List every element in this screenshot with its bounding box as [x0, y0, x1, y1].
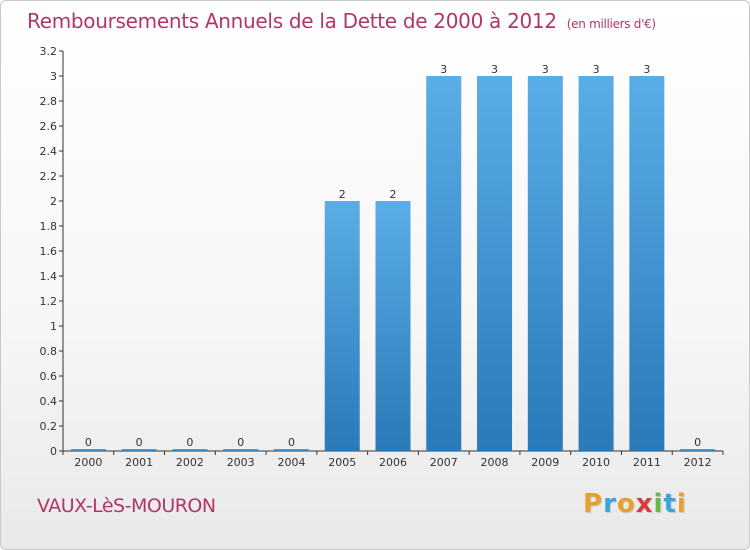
data-label: 3: [593, 63, 600, 76]
x-tick-label: 2012: [684, 456, 712, 469]
y-tick-label: 2.4: [40, 145, 58, 158]
y-tick-label: 0.2: [40, 420, 58, 433]
y-tick-label: 2.2: [40, 170, 58, 183]
brand-logo-letter: t: [663, 489, 677, 519]
y-tick-label: 3.2: [40, 45, 58, 58]
y-tick-label: 0: [50, 445, 57, 458]
x-tick-label: 2006: [379, 456, 407, 469]
bar: [273, 449, 309, 451]
y-tick-label: 1.4: [40, 270, 58, 283]
data-label: 3: [440, 63, 447, 76]
y-tick-label: 2: [50, 195, 57, 208]
x-tick-label: 2011: [633, 456, 661, 469]
x-tick-label: 2010: [582, 456, 610, 469]
y-tick-label: 0.8: [40, 345, 58, 358]
bar: [629, 76, 665, 451]
data-label: 3: [643, 63, 650, 76]
brand-logo-letter: x: [635, 489, 654, 519]
place-name: VAUX-LèS-MOURON: [37, 495, 216, 517]
x-tick-label: 2002: [176, 456, 204, 469]
data-label: 0: [694, 436, 701, 449]
data-label: 0: [237, 436, 244, 449]
x-tick-label: 2009: [531, 456, 559, 469]
data-label: 2: [339, 188, 346, 201]
x-tick-label: 2008: [481, 456, 509, 469]
y-tick-label: 1.2: [40, 295, 58, 308]
bar: [375, 201, 411, 451]
bar: [324, 201, 360, 451]
bar: [477, 76, 513, 451]
brand-logo-letter: r: [603, 489, 617, 519]
brand-logo-letter: i: [653, 489, 664, 519]
y-tick-label: 3: [50, 70, 57, 83]
bar: [680, 449, 716, 451]
bar: [121, 449, 157, 451]
data-label: 3: [491, 63, 498, 76]
x-tick-label: 2004: [277, 456, 305, 469]
bar: [70, 449, 106, 451]
y-tick-label: 2.8: [40, 95, 58, 108]
y-tick-label: 2.6: [40, 120, 58, 133]
data-label: 0: [186, 436, 193, 449]
bar: [223, 449, 259, 451]
brand-logo-letter: o: [616, 489, 636, 519]
bar: [426, 76, 462, 451]
x-tick-label: 2000: [74, 456, 102, 469]
x-tick-label: 2003: [227, 456, 255, 469]
x-tick-label: 2007: [430, 456, 458, 469]
brand-logo: Proxiti: [583, 489, 687, 519]
chart-subtitle: (en milliers d'€): [566, 17, 656, 31]
brand-logo-letter: i: [676, 489, 687, 519]
data-label: 0: [85, 436, 92, 449]
bar: [172, 449, 208, 451]
chart-title-text: Remboursements Annuels de la Dette de 20…: [27, 9, 557, 33]
x-tick-label: 2001: [125, 456, 153, 469]
y-tick-label: 1.8: [40, 220, 58, 233]
y-tick-label: 1: [50, 320, 57, 333]
data-label: 2: [390, 188, 397, 201]
y-tick-label: 0.4: [40, 395, 58, 408]
x-tick-label: 2005: [328, 456, 356, 469]
y-tick-label: 0.6: [40, 370, 58, 383]
chart-title: Remboursements Annuels de la Dette de 20…: [27, 9, 656, 33]
bar: [527, 76, 563, 451]
brand-logo-letter: P: [583, 489, 604, 519]
data-label: 0: [136, 436, 143, 449]
y-tick-label: 1.6: [40, 245, 58, 258]
data-label: 3: [542, 63, 549, 76]
data-label: 0: [288, 436, 295, 449]
bar: [578, 76, 614, 451]
